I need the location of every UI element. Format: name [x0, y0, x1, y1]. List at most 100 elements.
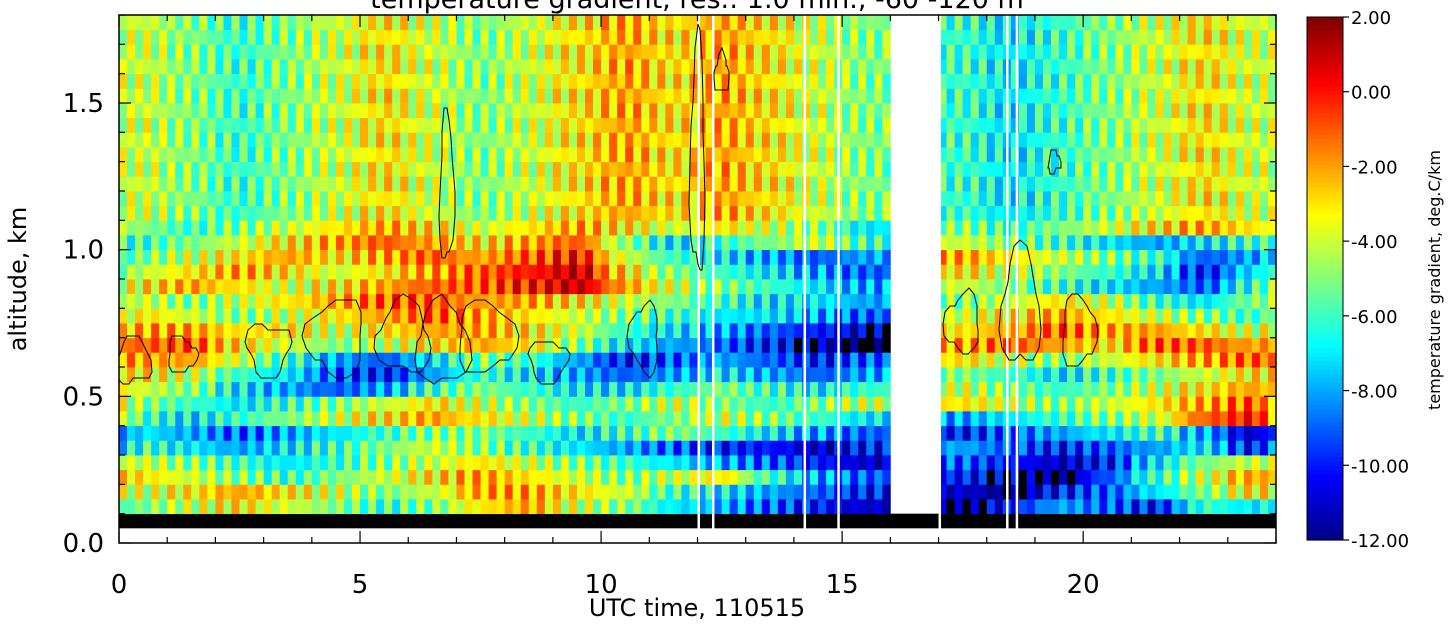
heatmap-cell	[938, 191, 947, 207]
heatmap-cell	[552, 249, 562, 265]
heatmap-cell	[1171, 323, 1180, 339]
heatmap-cell	[1235, 235, 1245, 251]
heatmap-cell	[850, 117, 859, 133]
heatmap-cell	[1010, 191, 1020, 207]
heatmap-cell	[352, 279, 361, 295]
heatmap-cell	[504, 176, 514, 192]
heatmap-cell	[1131, 337, 1140, 353]
heatmap-cell	[175, 308, 184, 324]
heatmap-cell	[432, 440, 441, 456]
heatmap-data-gap	[1015, 15, 1019, 543]
heatmap-cell	[544, 425, 554, 441]
heatmap-cell	[448, 337, 457, 353]
heatmap-cell	[287, 88, 297, 104]
heatmap-cell	[512, 235, 522, 251]
heatmap-cell	[247, 323, 256, 339]
heatmap-cell	[440, 352, 449, 368]
heatmap-cell	[464, 308, 473, 324]
heatmap-cell	[1187, 59, 1197, 75]
heatmap-cell	[793, 499, 803, 515]
heatmap-cell	[777, 323, 787, 339]
heatmap-cell	[327, 293, 337, 309]
heatmap-cell	[464, 264, 473, 280]
heatmap-cell	[874, 117, 883, 133]
heatmap-cell	[649, 191, 658, 207]
heatmap-cell	[440, 367, 449, 383]
heatmap-cell	[601, 484, 610, 500]
heatmap-cell	[151, 205, 160, 221]
heatmap-cell	[1211, 352, 1221, 368]
heatmap-cell	[215, 352, 224, 368]
heatmap-cell	[247, 205, 256, 221]
heatmap-cell	[119, 279, 128, 295]
heatmap-cell	[392, 249, 401, 265]
heatmap-cell	[432, 264, 441, 280]
heatmap-cell	[1115, 440, 1124, 456]
colorbar-segment	[1307, 160, 1343, 166]
heatmap-cell	[1235, 396, 1245, 412]
heatmap-cell	[737, 29, 747, 45]
heatmap-cell	[464, 88, 473, 104]
heatmap-cell	[1155, 484, 1164, 500]
heatmap-cell	[850, 235, 859, 251]
colorbar-segment	[1307, 243, 1343, 249]
heatmap-cell	[1026, 367, 1036, 383]
heatmap-cell	[1203, 440, 1213, 456]
heatmap-cell	[625, 59, 634, 75]
heatmap-cell	[1026, 396, 1036, 412]
heatmap-cell	[568, 469, 578, 485]
heatmap-cell	[368, 29, 377, 45]
heatmap-cell	[263, 308, 273, 324]
colorbar-segment	[1307, 165, 1343, 171]
heatmap-cell	[175, 469, 184, 485]
heatmap-cell	[215, 176, 224, 192]
heatmap-cell	[424, 499, 433, 515]
heatmap-cell	[954, 132, 964, 148]
heatmap-cell	[424, 264, 433, 280]
heatmap-cell	[191, 499, 200, 515]
contour-line	[168, 335, 200, 373]
heatmap-cell	[1219, 235, 1229, 251]
heatmap-cell	[504, 161, 514, 177]
heatmap-cell	[440, 44, 449, 60]
heatmap-cell	[151, 249, 160, 265]
heatmap-cell	[352, 323, 361, 339]
heatmap-cell	[127, 191, 136, 207]
heatmap-cell	[986, 352, 996, 368]
heatmap-cell	[625, 499, 634, 515]
heatmap-cell	[657, 176, 666, 192]
heatmap-cell	[400, 396, 409, 412]
heatmap-cell	[1107, 220, 1116, 236]
heatmap-cell	[761, 264, 771, 280]
heatmap-cell	[400, 29, 409, 45]
heatmap-cell	[657, 367, 666, 383]
heatmap-cell	[1219, 367, 1229, 383]
heatmap-cell	[408, 176, 417, 192]
heatmap-cell	[456, 381, 465, 397]
heatmap-cell	[151, 396, 160, 412]
heatmap-cell	[215, 293, 224, 309]
heatmap-cell	[761, 249, 771, 265]
heatmap-cell	[689, 132, 698, 148]
heatmap-cell	[954, 323, 964, 339]
heatmap-cell	[1099, 352, 1108, 368]
heatmap-cell	[1243, 161, 1253, 177]
heatmap-cell	[504, 367, 514, 383]
heatmap-cell	[1203, 59, 1213, 75]
heatmap-cell	[408, 411, 417, 427]
heatmap-cell	[1099, 411, 1108, 427]
heatmap-cell	[327, 205, 337, 221]
heatmap-cell	[1155, 103, 1164, 119]
heatmap-cell	[223, 293, 232, 309]
heatmap-cell	[617, 161, 626, 177]
heatmap-cell	[826, 161, 835, 177]
heatmap-cell	[255, 337, 265, 353]
heatmap-cell	[809, 469, 819, 485]
heatmap-cell	[1067, 381, 1076, 397]
heatmap-cell	[697, 176, 706, 192]
heatmap-cell	[1075, 220, 1084, 236]
heatmap-cell	[1099, 469, 1108, 485]
heatmap-cell	[528, 176, 538, 192]
heatmap-cell	[119, 117, 128, 133]
heatmap-cell	[207, 147, 216, 163]
